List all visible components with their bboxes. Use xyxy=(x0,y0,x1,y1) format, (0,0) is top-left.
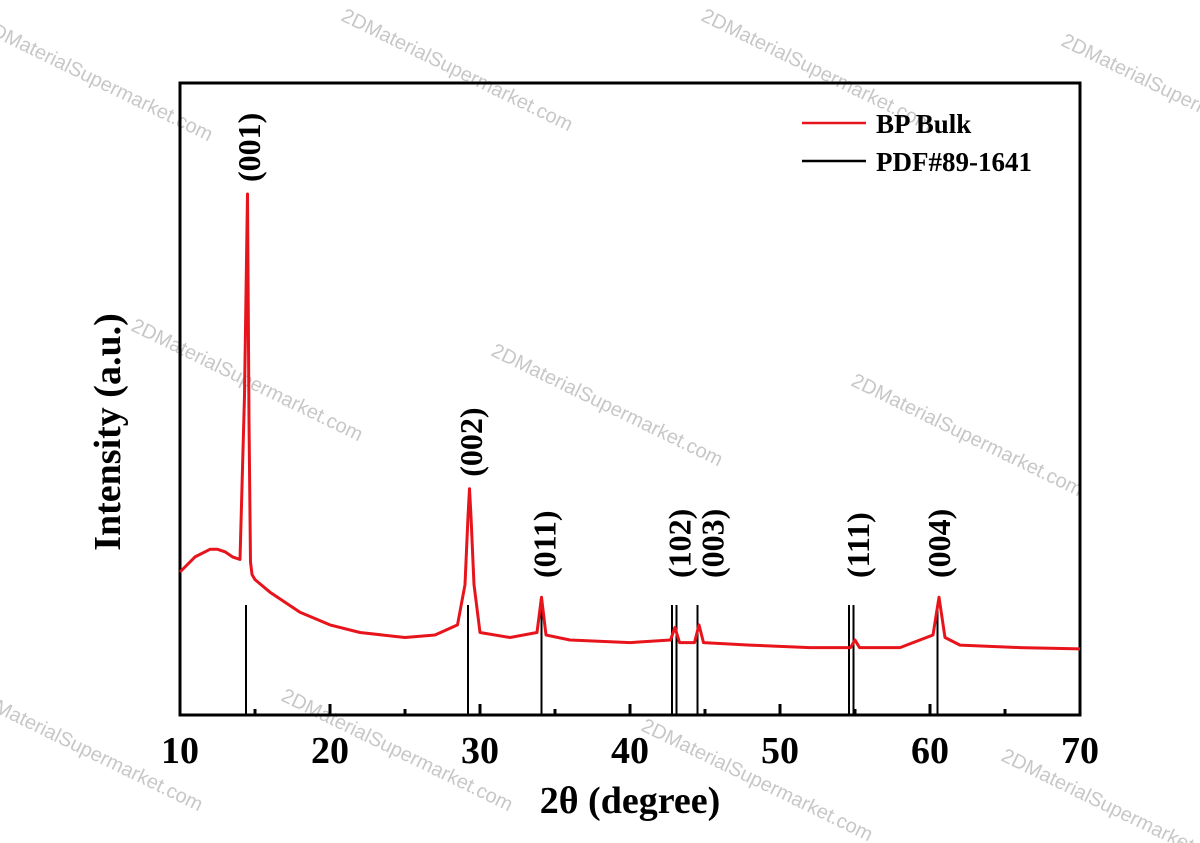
series-line-bp-bulk xyxy=(178,192,1081,651)
legend-label-pdf: PDF#89-1641 xyxy=(876,147,1032,177)
peak-label: (001) xyxy=(231,113,267,182)
watermark-text: 2DMaterialSupermarket.com xyxy=(0,15,216,146)
x-axis-label: 2θ (degree) xyxy=(540,780,721,822)
peak-label: (004) xyxy=(921,509,957,578)
legend-label-bp-bulk: BP Bulk xyxy=(876,109,971,139)
peak-label: (111) xyxy=(840,512,876,578)
x-axis-tick-labels: 10 20 30 40 50 60 70 xyxy=(161,730,1099,772)
watermark-text: 2DMaterialSupermarket.com xyxy=(848,370,1086,501)
peak-label: (003) xyxy=(695,509,731,578)
peak-label: (102) xyxy=(662,509,698,578)
y-axis-label: Intensity (a.u.) xyxy=(87,313,129,551)
x-axis-ticks xyxy=(253,704,1007,715)
x-tick-label: 20 xyxy=(311,730,349,772)
reference-pattern xyxy=(245,605,939,715)
x-tick-label: 60 xyxy=(911,730,949,772)
x-tick-label: 30 xyxy=(461,730,499,772)
x-tick-label: 50 xyxy=(761,730,799,772)
watermark-text: 2DMaterialSupermarket.com xyxy=(338,5,576,136)
watermark-text: 2DMaterialSupermarket.com xyxy=(488,340,726,471)
x-tick-label: 10 xyxy=(161,730,199,772)
peak-annotations: (001) (002) (011) (102)(003) (111) (004) xyxy=(231,113,957,578)
legend: BP Bulk PDF#89-1641 xyxy=(802,109,1032,177)
x-tick-label: 70 xyxy=(1061,730,1099,772)
watermark-text: 2DMaterialSupermarket.com xyxy=(638,715,876,843)
x-tick-label: 40 xyxy=(611,730,649,772)
peak-label: (011) xyxy=(527,510,563,578)
peak-label: (002) xyxy=(453,407,489,476)
